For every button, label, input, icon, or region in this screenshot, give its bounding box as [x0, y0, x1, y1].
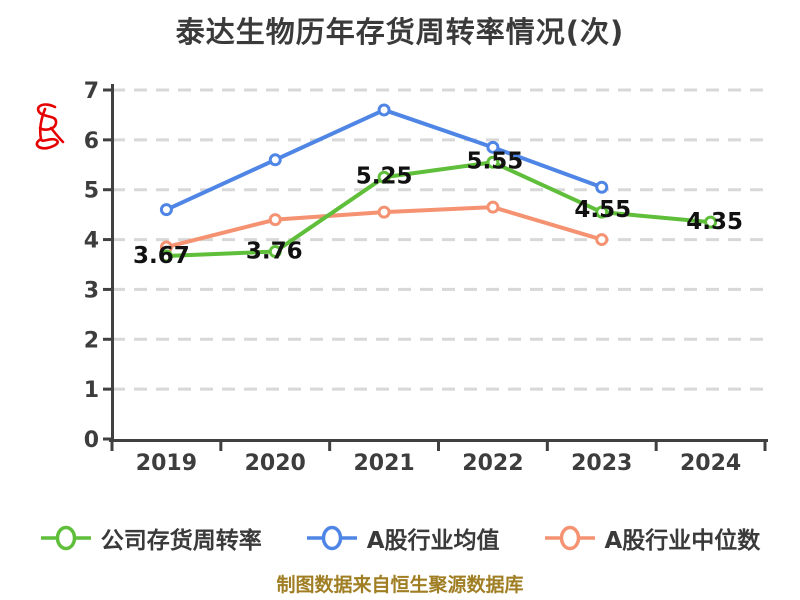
data-label: 4.55 [574, 197, 631, 223]
data-point-marker [595, 233, 609, 247]
x-axis-tick-label: 2023 [571, 451, 632, 476]
series-line-0 [164, 160, 713, 259]
x-axis-tick-label: 2022 [462, 451, 523, 476]
y-axis-tick-label: 6 [84, 129, 99, 154]
y-axis-tick-label: 2 [84, 328, 99, 353]
data-point-marker [595, 205, 609, 219]
data-point-marker [704, 215, 718, 229]
legend-item-2: A股行业中位数 [544, 521, 761, 555]
series-line-1 [164, 107, 604, 212]
red-script-r-watermark-icon [35, 103, 65, 150]
data-point-marker [377, 205, 391, 219]
legend-circle [321, 525, 342, 551]
legend-circle [55, 525, 76, 551]
legend-marker-icon [306, 525, 357, 551]
legend-marker-icon [40, 525, 91, 551]
x-axis-tick-label: 2024 [680, 451, 741, 476]
legend-item-1: A股行业均值 [306, 521, 500, 555]
y-axis-tick-label: 1 [84, 378, 99, 403]
legend-label: A股行业中位数 [604, 528, 761, 554]
x-axis-tick-label: 2019 [136, 451, 197, 476]
chart-title: 泰达生物历年存货周转率情况(次) [175, 15, 625, 49]
data-label: 4.35 [686, 209, 743, 235]
data-point-marker [159, 203, 173, 217]
inventory-turnover-line-chart: 0 1 2 3 4 5 6 7 2019 2020 2021 2022 2023 2024 3.67 3.76… [84, 79, 768, 476]
data-point-marker [268, 213, 282, 227]
legend-marker-icon [544, 525, 595, 551]
data-label: 5.25 [356, 163, 413, 189]
data-point-marker [486, 155, 500, 169]
y-axis-tick-label: 7 [84, 79, 99, 104]
legend-label: 公司存货周转率 [100, 528, 262, 554]
data-point-marker [486, 140, 500, 154]
legend-label: A股行业均值 [366, 528, 500, 554]
data-label: 3.76 [246, 239, 303, 265]
data-label: 3.67 [133, 243, 190, 269]
data-label: 5.55 [467, 148, 524, 174]
legend-item-0: 公司存货周转率 [40, 521, 262, 555]
x-axis-tick-label: 2021 [353, 451, 414, 476]
data-point-marker [377, 103, 391, 117]
data-source-caption: 制图数据来自恒生聚源数据库 [276, 574, 524, 596]
data-point-marker [268, 245, 282, 259]
data-point-marker [486, 200, 500, 214]
data-point-marker [377, 170, 391, 184]
data-point-marker [595, 180, 609, 194]
data-point-marker [268, 153, 282, 167]
data-point-marker [159, 249, 173, 263]
y-axis-tick-label: 3 [84, 278, 99, 303]
y-axis-tick-label: 4 [84, 229, 99, 254]
legend: 公司存货周转率 A股行业均值 A股行业中位数 [0, 516, 800, 560]
legend-circle [559, 525, 580, 551]
y-axis-tick-label: 0 [84, 428, 99, 453]
x-axis-tick-label: 2020 [245, 451, 306, 476]
y-axis-tick-label: 5 [84, 179, 99, 204]
